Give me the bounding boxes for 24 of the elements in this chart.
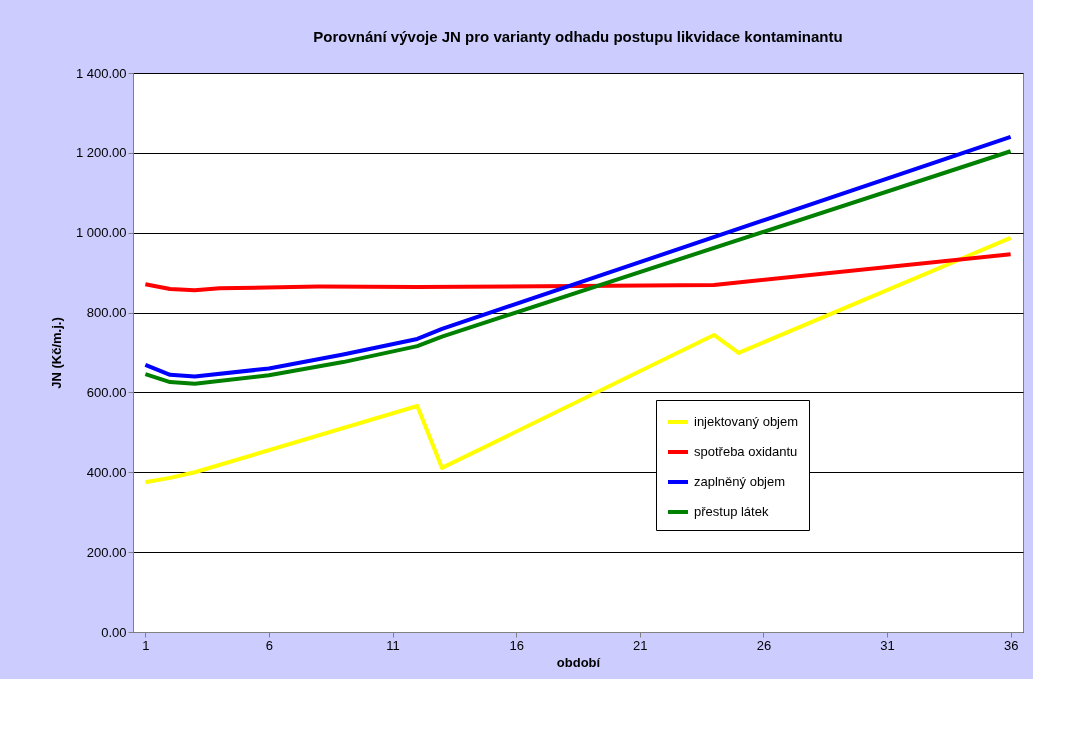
chart-title: Porovnání vývoje JN pro varianty odhadu postupu likvidace kontaminantu	[313, 28, 843, 45]
y-tick-label: 200.00	[86, 544, 127, 560]
legend-label: spotřeba oxidantu	[694, 444, 798, 459]
line-series	[143, 252, 1013, 293]
legend-label: zaplněný objem	[694, 474, 786, 489]
x-tick-label: 21	[633, 637, 648, 653]
x-tick-label: 16	[509, 637, 524, 653]
y-axis-title: JN (Kč/m.j.)	[48, 317, 64, 389]
x-axis-title: období	[556, 654, 601, 670]
x-tick-label: 31	[880, 637, 895, 653]
y-tick-label: 0.00	[101, 624, 127, 640]
legend-label: injektovaný objem	[694, 414, 799, 429]
y-tick-label: 1 400.00	[75, 65, 127, 81]
x-tick-label: 26	[756, 637, 772, 653]
x-tick-label: 6	[265, 637, 274, 653]
x-tick-label: 36	[1003, 637, 1019, 653]
y-tick-label: 600.00	[86, 384, 127, 400]
x-tick-label: 11	[386, 637, 400, 653]
x-tick-label: 1	[142, 637, 150, 653]
legend-label: přestup látek	[694, 504, 769, 519]
y-tick-label: 800.00	[86, 305, 127, 321]
y-tick-label: 400.00	[86, 464, 127, 480]
y-tick-label: 1 000.00	[75, 225, 127, 241]
y-tick-label: 1 200.00	[75, 145, 127, 161]
